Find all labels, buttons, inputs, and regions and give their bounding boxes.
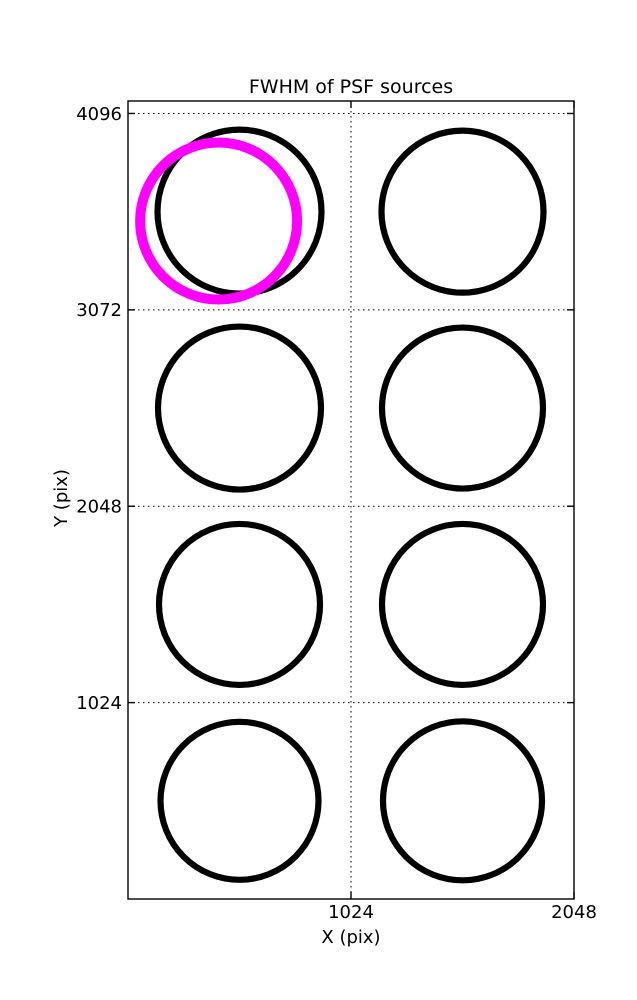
chart-title: FWHM of PSF sources (249, 76, 453, 98)
psf-circle (378, 520, 547, 689)
tick-layer (128, 101, 575, 899)
x-tick-label: 2048 (551, 902, 597, 923)
y-tick-label: 1024 (76, 693, 122, 714)
y-tick-label: 4096 (76, 104, 122, 125)
psf-circle (157, 718, 322, 883)
highlight-circle (135, 137, 303, 305)
y-axis-label: Y (pix) (51, 469, 72, 528)
grid-layer (128, 101, 574, 899)
labels-layer: FWHM of PSF sources X (pix) Y (pix) (51, 76, 453, 948)
y-tick-label: 3072 (76, 300, 122, 321)
x-axis-label: X (pix) (321, 927, 380, 948)
psf-circle (379, 718, 546, 884)
psf-circle (155, 520, 324, 689)
psf-circles-layer (135, 126, 547, 884)
ticklabel-layer: 1024 2048 3072 4096 1024 2048 (76, 104, 597, 923)
y-tick-label: 2048 (76, 497, 122, 518)
psf-circle (154, 323, 325, 493)
x-tick-label: 1024 (328, 902, 374, 923)
psf-circle (378, 324, 547, 492)
plot-frame (127, 100, 575, 900)
psf-circle (378, 127, 547, 296)
